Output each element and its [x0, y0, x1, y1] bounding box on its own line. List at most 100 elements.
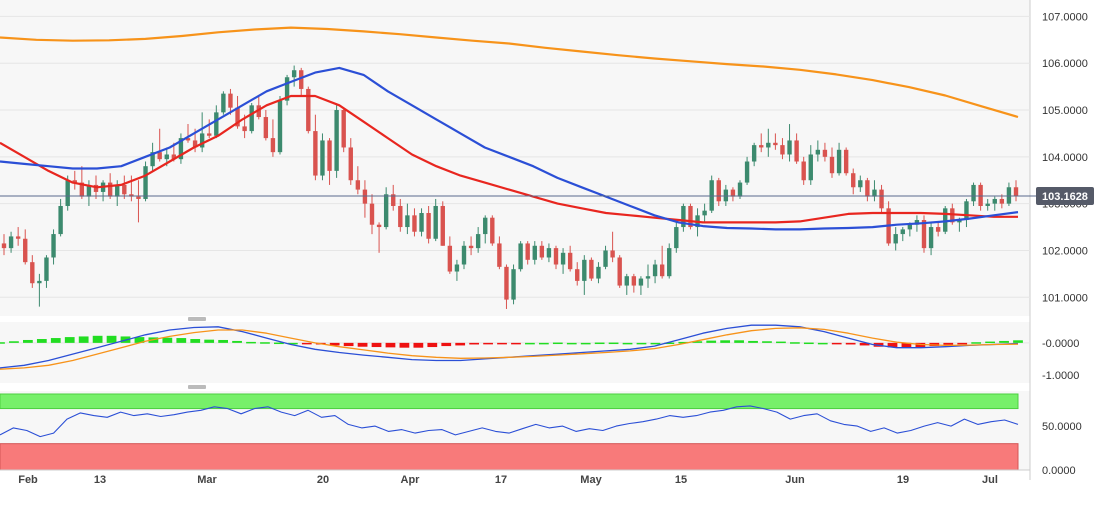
candle — [277, 95, 283, 155]
candle — [836, 142, 842, 176]
candle — [136, 180, 141, 223]
candle-body — [334, 110, 339, 171]
candle — [44, 255, 49, 288]
candle — [58, 198, 63, 237]
macd-histogram-bar — [762, 341, 772, 343]
candle — [652, 259, 658, 284]
candle — [943, 205, 948, 235]
candle — [787, 124, 792, 162]
candle — [419, 208, 424, 237]
candle — [900, 227, 905, 242]
candle — [299, 67, 304, 96]
candle-body — [164, 154, 169, 160]
candle-body — [603, 250, 608, 267]
macd-histogram-bar — [329, 342, 340, 346]
candle — [964, 198, 969, 228]
candle — [369, 194, 375, 235]
macd-histogram-bar — [525, 342, 535, 345]
date-axis-label: Apr — [401, 474, 421, 486]
candle-body — [129, 194, 134, 197]
candle-body — [504, 266, 509, 300]
macd-histogram-bar — [232, 340, 242, 343]
rsi-oversold-zone — [0, 443, 1019, 471]
macd-panel — [0, 322, 1030, 383]
macd-histogram-bar — [36, 339, 47, 343]
candle — [157, 128, 162, 162]
candle-body — [985, 203, 990, 206]
candle-body — [971, 184, 976, 202]
candle-body — [879, 189, 884, 209]
price-tick-label: 101.0000 — [1042, 292, 1088, 304]
macd-histogram-bar — [720, 340, 731, 343]
candle — [603, 245, 608, 270]
macd-histogram-bar — [483, 342, 493, 345]
price-tick-label: 104.0000 — [1042, 152, 1088, 164]
candle-body — [829, 156, 835, 174]
candle-body — [935, 227, 941, 232]
candle — [383, 187, 389, 230]
macd-histogram-bar — [552, 342, 563, 345]
candle-body — [270, 138, 276, 153]
candle — [207, 119, 212, 139]
candle-body — [865, 180, 870, 197]
rsi-overbought-zone — [0, 393, 1019, 410]
rsi-pane-resize-handle[interactable] — [188, 385, 206, 389]
candle-body — [454, 264, 460, 272]
candle — [631, 273, 637, 293]
candle-body — [624, 276, 629, 286]
candle — [759, 133, 764, 153]
candle-body — [23, 238, 28, 263]
candle — [582, 255, 587, 295]
macd-tick-label: -0.0000 — [1042, 338, 1079, 350]
candle — [978, 182, 983, 211]
candle-body — [688, 205, 693, 228]
candle — [539, 241, 545, 260]
macd-pane-resize-handle[interactable] — [188, 317, 206, 321]
candle-body — [468, 245, 474, 249]
candle — [291, 65, 297, 87]
candle — [1006, 182, 1012, 206]
candle-body — [143, 166, 148, 199]
macd-histogram-bar — [566, 342, 577, 345]
macd-histogram-bar — [385, 342, 396, 348]
candle — [398, 198, 403, 232]
candle-body — [744, 161, 750, 183]
candle — [999, 194, 1005, 209]
candle — [766, 128, 771, 157]
macd-histogram-bar — [260, 342, 270, 344]
candle-body — [58, 205, 63, 235]
candle-body — [723, 189, 729, 202]
candle-body — [412, 215, 417, 232]
candle — [822, 142, 828, 162]
candle-body — [652, 264, 658, 277]
candle — [30, 255, 35, 288]
candle-body — [539, 245, 545, 258]
candle — [617, 255, 622, 288]
candle-body — [907, 224, 913, 230]
macd-histogram-bar — [246, 341, 256, 344]
macd-histogram-bar — [859, 342, 870, 346]
macd-histogram-bar — [469, 342, 480, 345]
candle-body — [582, 259, 587, 281]
candle — [829, 147, 835, 178]
candle — [610, 231, 615, 263]
candle-body — [277, 100, 283, 153]
macd-histogram-bar — [636, 342, 647, 345]
sma-mid-line — [0, 94, 1018, 224]
candle-body — [72, 180, 77, 183]
candle-body — [86, 184, 92, 197]
candle-body — [596, 266, 601, 279]
candle-body — [185, 138, 191, 141]
candle — [659, 245, 665, 279]
date-axis-label: Jun — [785, 474, 805, 486]
candle-body — [440, 205, 445, 246]
candle — [426, 205, 431, 244]
macd-histogram-bar — [455, 342, 466, 346]
candle — [744, 156, 750, 185]
candle — [497, 236, 502, 270]
macd-histogram-bar — [622, 342, 633, 345]
candle-body — [214, 112, 219, 136]
macd-histogram-bar — [106, 335, 117, 343]
